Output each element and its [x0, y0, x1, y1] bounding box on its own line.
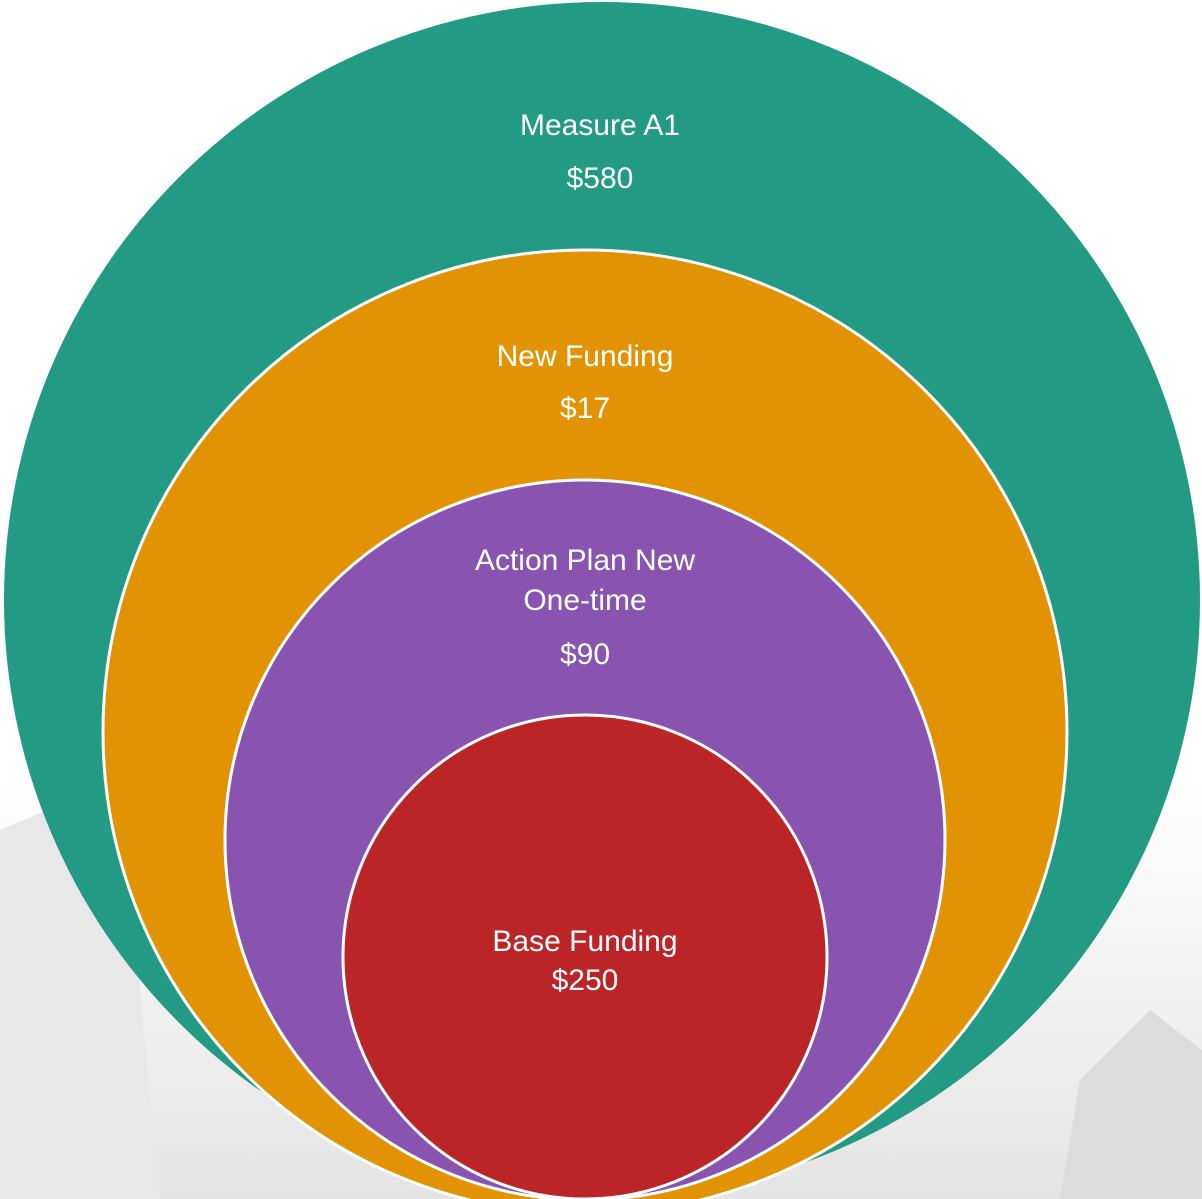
node-label: One-time: [523, 584, 646, 617]
node-value: $90: [560, 638, 610, 671]
diagram: Measure A1 $580 New Funding $17 Action Plan …: [0, 0, 1202, 1199]
node-value: $17: [560, 392, 610, 425]
node-label: Base Funding: [492, 925, 677, 958]
page: Measure A1 $580 New Funding $17 Action Plan …: [0, 0, 1202, 1199]
node-value: $580: [567, 162, 634, 195]
node-label: Action Plan New: [475, 544, 695, 577]
node-label: New Funding: [497, 340, 674, 373]
node-label: Measure A1: [520, 109, 680, 142]
node-value: $250: [552, 964, 619, 997]
